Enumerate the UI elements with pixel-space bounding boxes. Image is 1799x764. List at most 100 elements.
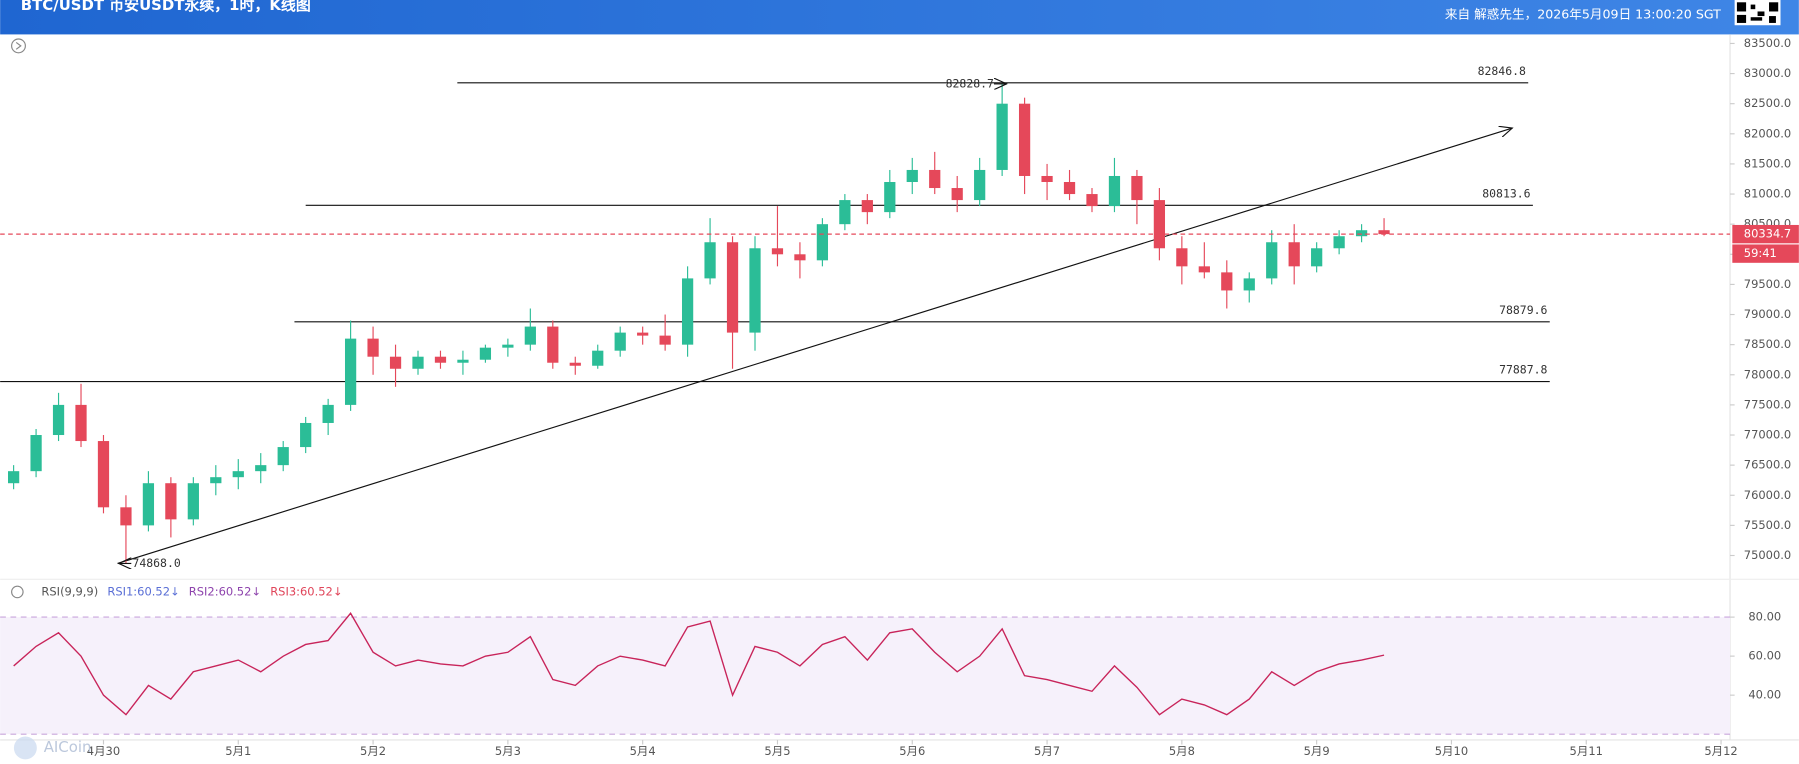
candle-body [344,338,357,405]
candle-body [884,182,896,213]
x-tick-label: 5月6 [899,744,925,758]
rsi-line [13,612,1385,716]
candle-body [681,278,694,345]
candle-body [187,483,199,520]
x-tick-label: 5月5 [764,744,790,758]
candle-body [794,254,806,261]
y-tick-label: 78500.0 [1744,337,1791,351]
x-tick-label: 5月3 [495,744,521,758]
level-label: 82846.8 [1478,64,1526,78]
rsi-legend: RSI(9,9,9) [41,584,98,598]
candle-body [1041,175,1053,183]
candle-body [637,332,649,336]
rsi-band [0,617,1731,735]
rsi-legend: RSI3:60.52↓ [270,584,342,598]
candle-body [1221,272,1233,291]
candle-body [547,326,559,363]
candle-body [1108,175,1121,207]
candle-body [1063,182,1076,195]
candle-body [974,169,986,201]
x-tick-label: 5月11 [1570,744,1603,758]
x-tick-label: 5月7 [1034,744,1060,758]
x-tick-label: 5月12 [1704,744,1737,758]
candle-body [165,483,177,520]
y-tick-label: 76000.0 [1744,488,1791,502]
candle-body [232,471,244,478]
candle-body [1131,175,1143,201]
rsi-collapse-icon[interactable] [11,585,24,599]
candle-body [412,356,424,369]
candle-body [120,507,132,526]
header-bar [0,0,1799,35]
candle-body [861,200,873,213]
candle-body [749,248,761,333]
x-tick-label: 5月9 [1304,744,1330,758]
candle-body [30,435,42,472]
x-tick-label: 5月2 [360,744,386,758]
y-tick-label: 77000.0 [1744,428,1791,442]
y-tick-label: 82000.0 [1744,126,1791,140]
y-tick-label: 76500.0 [1744,458,1791,472]
last-price-label: 80334.7 [1744,227,1791,241]
x-tick-label: 5月8 [1169,744,1195,758]
candle-body [951,188,963,201]
candle-body [1198,266,1210,273]
candle-body [502,344,514,348]
collapse-arrow [15,41,22,50]
rsi-tick-label: 80.00 [1748,610,1781,624]
candle-body [906,169,918,183]
candle-body [659,335,671,345]
y-tick-label: 75500.0 [1744,518,1791,532]
candle-body [1086,194,1098,207]
collapse-icon[interactable] [11,38,26,54]
candle-body [592,350,604,366]
candle-body [277,447,289,466]
candle-body [210,477,222,484]
candle-body [1355,230,1368,237]
candle-body [1288,242,1300,267]
candle-body [1311,248,1323,267]
level-label: 77887.8 [1499,363,1547,377]
candle-body [367,338,379,357]
candle-body [434,356,447,363]
candle-body [569,362,581,366]
candle-body [929,169,941,189]
candle-body [7,471,20,484]
candle-body [996,103,1008,170]
candle-body [1378,230,1390,235]
rsi-tick-label: 40.00 [1748,688,1781,702]
y-tick-label: 82500.0 [1744,96,1791,110]
x-tick-label: 5月4 [630,744,656,758]
y-tick-label: 81000.0 [1744,187,1791,201]
high-note-label: 82828.7 [946,76,994,90]
trend-line [117,128,1513,565]
candle-body [52,404,65,436]
y-tick-label: 83500.0 [1744,36,1791,50]
watermark-logo [13,736,37,760]
header-source: 来自 解惑先生，2026年5月09日 13:00:20 SGT [1445,6,1721,21]
y-tick-label: 75000.0 [1744,548,1791,562]
y-tick-label: 79000.0 [1744,307,1791,321]
level-label: 80813.6 [1482,186,1530,200]
candle-body [704,242,716,279]
candle-body [1153,200,1166,249]
level-label: 78879.6 [1499,303,1547,317]
countdown-label: 59:41 [1744,246,1777,260]
watermark: AICoin [44,738,92,756]
x-tick-label: 5月1 [225,744,251,758]
y-tick-label: 79500.0 [1744,277,1791,291]
countdown-box [1732,244,1799,263]
candle-body [389,356,402,369]
candle-body [1018,103,1031,176]
candle-body [1266,242,1278,279]
candle-body [816,224,829,261]
rsi-tick-label: 60.00 [1748,649,1781,663]
candle-body [1333,236,1345,249]
candle-body [142,483,155,526]
header-title: BTC/USDT 币安USDT永续，1时，K线图 [21,0,311,14]
candle-body [322,404,334,423]
y-tick-label: 83000.0 [1744,66,1791,80]
candle-body [300,422,312,448]
x-tick-label: 5月10 [1435,744,1468,758]
